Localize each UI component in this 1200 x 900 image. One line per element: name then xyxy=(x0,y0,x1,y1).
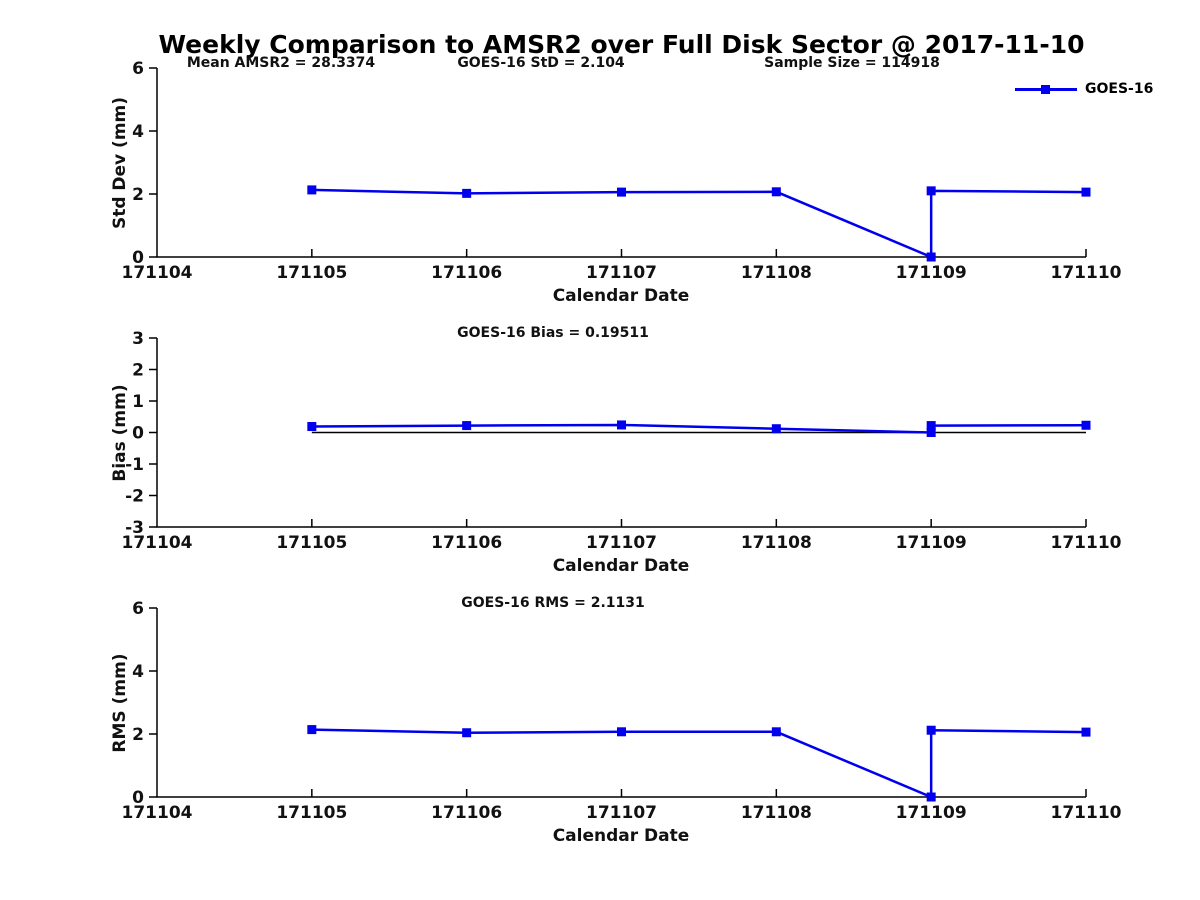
x-tick-label: 171104 xyxy=(122,803,193,823)
y-tick-label: -1 xyxy=(125,455,144,475)
y-tick-label: -2 xyxy=(125,487,144,507)
data-marker xyxy=(926,428,936,437)
data-marker xyxy=(462,421,472,431)
y-tick-label: 2 xyxy=(132,725,144,745)
y-tick-label: 0 xyxy=(132,424,144,444)
data-marker xyxy=(617,187,626,197)
y-tick-label: 4 xyxy=(132,662,144,682)
y-axis-label-rms: RMS (mm) xyxy=(110,653,130,753)
data-marker xyxy=(617,420,626,430)
data-marker xyxy=(307,725,317,735)
y-axis-label-std-dev: Std Dev (mm) xyxy=(110,96,130,230)
x-tick-label: 171104 xyxy=(122,263,193,283)
data-marker xyxy=(771,727,781,737)
y-tick-label: 3 xyxy=(132,329,144,349)
x-tick-label: 171105 xyxy=(276,533,347,553)
x-tick-label: 171107 xyxy=(586,533,657,553)
x-tick-label: 171110 xyxy=(1051,263,1122,283)
data-marker xyxy=(771,187,781,197)
x-tick-label: 171109 xyxy=(896,533,967,553)
data-marker xyxy=(926,421,936,431)
y-tick-label: 0 xyxy=(132,788,144,808)
x-tick-label: 171108 xyxy=(741,533,812,553)
annotation-goes16-bias: GOES-16 Bias = 0.19511 xyxy=(457,325,649,341)
data-marker xyxy=(307,422,317,432)
data-line xyxy=(311,728,1087,799)
legend-marker-icon xyxy=(1041,85,1050,94)
x-tick-label: 171108 xyxy=(741,803,812,823)
data-marker xyxy=(617,727,626,737)
x-tick-label: 171109 xyxy=(896,803,967,823)
data-marker xyxy=(462,188,472,198)
x-tick-label: 171109 xyxy=(896,263,967,283)
data-marker xyxy=(1081,187,1091,197)
x-tick-label: 171106 xyxy=(431,263,502,283)
x-axis-label-panel2: Calendar Date xyxy=(552,556,690,576)
data-marker xyxy=(307,185,317,195)
data-marker xyxy=(926,725,936,735)
x-tick-label: 171107 xyxy=(586,803,657,823)
x-tick-label: 171108 xyxy=(741,263,812,283)
y-tick-label: 6 xyxy=(132,59,144,79)
legend-label: GOES-16 xyxy=(1085,81,1154,97)
data-marker xyxy=(1081,420,1091,430)
y-tick-label: 2 xyxy=(132,361,144,381)
x-axis-label-panel1: Calendar Date xyxy=(552,286,690,306)
y-tick-label: 2 xyxy=(132,185,144,205)
data-line xyxy=(311,423,1087,434)
data-line xyxy=(311,188,1087,259)
y-tick-label: 0 xyxy=(132,248,144,268)
y-axis-label-bias: Bias (mm) xyxy=(110,384,130,482)
annotation-goes16-std: GOES-16 StD = 2.104 xyxy=(457,55,625,71)
data-marker xyxy=(926,252,936,262)
data-marker xyxy=(771,424,781,434)
x-tick-label: 171106 xyxy=(431,533,502,553)
y-tick-label: 1 xyxy=(132,392,144,412)
x-axis-label-panel3: Calendar Date xyxy=(552,826,690,846)
annotation-goes16-rms: GOES-16 RMS = 2.1131 xyxy=(461,595,645,611)
data-marker xyxy=(926,792,936,802)
figure-title: Weekly Comparison to AMSR2 over Full Dis… xyxy=(158,30,1085,59)
x-tick-label: 171104 xyxy=(122,533,193,553)
y-tick-label: 6 xyxy=(132,599,144,619)
x-tick-label: 171107 xyxy=(586,263,657,283)
x-tick-label: 171106 xyxy=(431,803,502,823)
annotation-mean-amsr2: Mean AMSR2 = 28.3374 xyxy=(186,55,376,71)
data-marker xyxy=(462,728,472,738)
data-marker xyxy=(1081,727,1091,737)
annotation-sample-size: Sample Size = 114918 xyxy=(764,55,940,71)
x-tick-label: 171110 xyxy=(1051,533,1122,553)
x-tick-label: 171105 xyxy=(276,263,347,283)
data-marker xyxy=(926,186,936,196)
y-tick-label: 4 xyxy=(132,122,144,142)
y-tick-label: -3 xyxy=(125,518,144,538)
x-tick-label: 171110 xyxy=(1051,803,1122,823)
x-tick-label: 171105 xyxy=(276,803,347,823)
